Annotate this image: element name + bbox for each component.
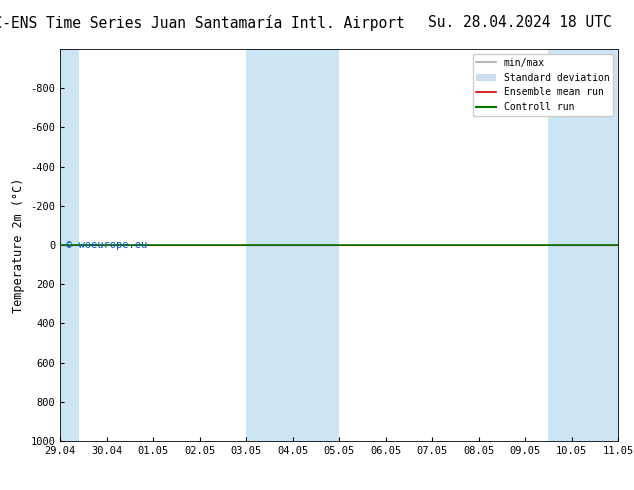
Bar	[246, 49, 293, 441]
Bar	[293, 49, 339, 441]
Bar	[548, 49, 618, 441]
Legend: min/max, Standard deviation, Ensemble mean run, Controll run: min/max, Standard deviation, Ensemble me…	[472, 54, 613, 116]
Bar	[60, 49, 79, 441]
Text: © woeurope.eu: © woeurope.eu	[66, 240, 147, 250]
Y-axis label: Temperature 2m (°C): Temperature 2m (°C)	[12, 177, 25, 313]
Text: CMC-ENS Time Series Juan Santamaría Intl. Airport: CMC-ENS Time Series Juan Santamaría Intl…	[0, 15, 404, 31]
Text: Su. 28.04.2024 18 UTC: Su. 28.04.2024 18 UTC	[428, 15, 612, 30]
